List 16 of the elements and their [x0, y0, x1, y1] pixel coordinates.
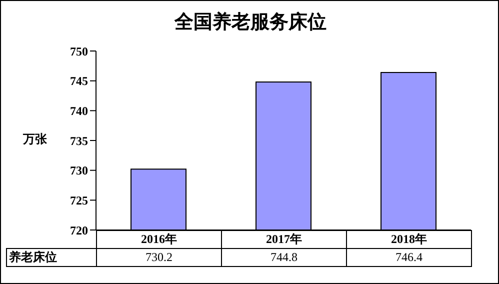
y-tick-label: 720 [70, 223, 88, 238]
y-tick-label: 745 [70, 74, 88, 88]
x-tick-label: 2016年 [96, 230, 222, 249]
chart-title: 全国养老服务床位 [173, 10, 328, 35]
y-axis-title: 万张 [23, 131, 47, 148]
text: 养老床位 [6, 248, 97, 267]
y-tick-label: 740 [70, 104, 88, 118]
x-tick-label: 2018年 [346, 230, 472, 249]
y-tick-label: 730 [70, 164, 88, 178]
y-tick-label: 735 [70, 134, 88, 148]
data-label: 746.4 [346, 248, 472, 267]
data-label: 730.2 [96, 248, 222, 267]
data-label: 744.8 [221, 248, 347, 267]
y-tick-label: 750 [70, 44, 88, 58]
x-tick-label: 2017年 [221, 230, 347, 249]
y-tick-label: 725 [70, 193, 88, 208]
